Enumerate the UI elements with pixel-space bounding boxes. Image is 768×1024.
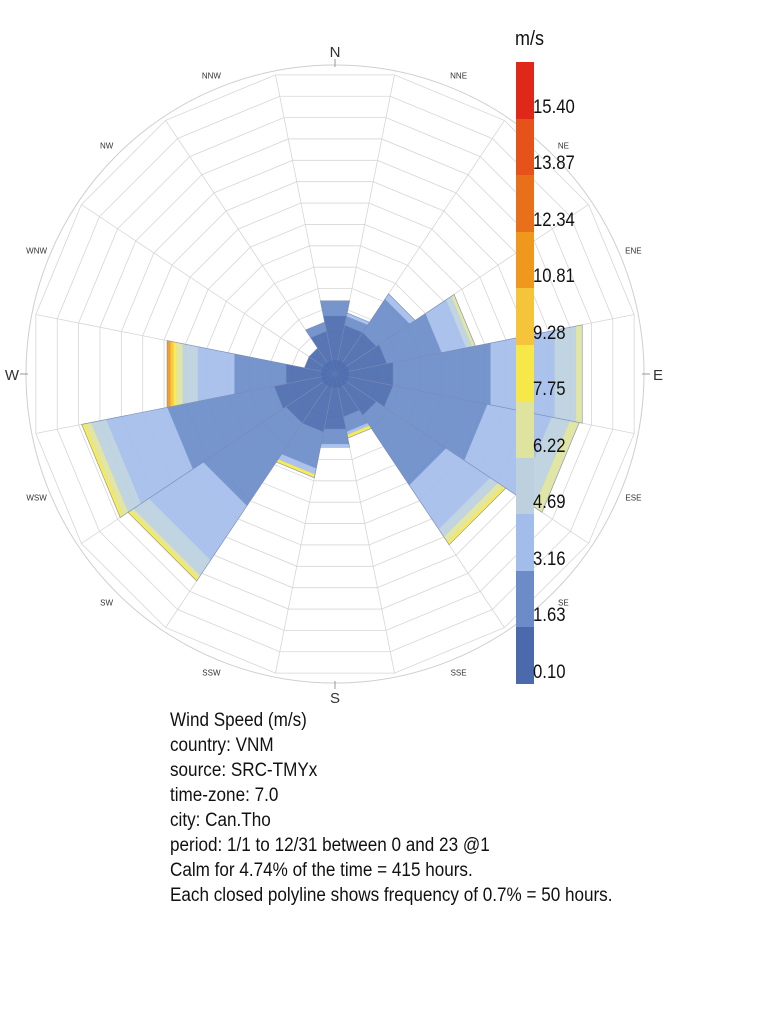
wind-rose-direction-labels: N NNE NE ENE E ESE SE SSE S SSW SW WSW W WNW NW NNW: [5, 44, 663, 707]
direction-label-ne: NE: [558, 142, 569, 151]
legend-swatch: [516, 62, 534, 119]
legend-tick-label: 9.28: [533, 322, 566, 344]
sector-w-outline: [166, 340, 336, 408]
legend-swatch: [516, 570, 534, 628]
info-timezone: time-zone: 7.0: [170, 785, 279, 806]
legend-swatch: [516, 344, 534, 402]
info-period: period: 1/1 to 12/31 between 0 and 23 @1: [170, 835, 490, 856]
sector-n-bin-1: [320, 300, 350, 317]
sector-w-bin-3: [182, 343, 198, 405]
legend-swatch: [516, 288, 534, 345]
legend-swatch: [516, 627, 534, 684]
sector-s-bin-2: [320, 443, 350, 448]
direction-label-ene: ENE: [625, 246, 641, 255]
info-source: source: SRC-TMYx: [170, 760, 318, 781]
legend-swatch: [516, 175, 534, 232]
legend-tick-label: 13.87: [533, 153, 575, 175]
sector-divider: [81, 204, 336, 375]
legend-tick-label: 1.63: [533, 605, 566, 627]
center-hub: [321, 360, 349, 388]
direction-label-wsw: WSW: [26, 494, 47, 503]
sector-w-bin-5: [172, 341, 177, 407]
legend-swatch: [516, 118, 534, 176]
direction-label-wnw: WNW: [26, 246, 47, 255]
direction-label-nw: NW: [100, 142, 114, 151]
info-polyline: Each closed polyline shows frequency of …: [170, 885, 613, 906]
sector-e-bin-4: [575, 324, 583, 424]
legend-tick-label: 6.22: [533, 435, 566, 457]
legend-tick-label: 3.16: [533, 548, 566, 570]
info-country: country: VNM: [170, 735, 274, 756]
direction-label-ese: ESE: [625, 494, 641, 503]
sector-w-bin-6: [169, 340, 174, 408]
legend-tick-label: 12.34: [533, 209, 575, 231]
direction-label-e: E: [653, 367, 663, 384]
sector-w-bin-4: [176, 342, 183, 406]
wind-rose-sectors: [81, 293, 583, 582]
direction-label-se: SE: [558, 598, 569, 607]
legend-tick-label: 7.75: [533, 379, 566, 401]
legend-swatch: [516, 514, 534, 571]
legend-tick-label: 0.10: [533, 662, 566, 683]
legend-swatch: [516, 401, 534, 458]
legend-unit-label: m/s: [515, 28, 544, 50]
sector-nnw-outline: [305, 321, 336, 375]
direction-label-nne: NNE: [450, 72, 467, 81]
legend-swatch: [516, 457, 534, 515]
direction-label-w: W: [5, 367, 20, 384]
direction-label-ssw: SSW: [202, 668, 221, 677]
chart-info-block: Wind Speed (m/s) country: VNM source: SR…: [170, 708, 662, 908]
sector-se-outline: [334, 373, 507, 546]
legend-tick-label: 10.81: [533, 266, 575, 288]
direction-label-s: S: [330, 690, 340, 707]
info-city: city: Can.Tho: [170, 810, 271, 831]
sector-w-bin-2: [197, 346, 235, 402]
sector-w-bin-7: [166, 340, 171, 408]
direction-label-nnw: NNW: [202, 72, 222, 81]
direction-label-n: N: [330, 44, 341, 61]
direction-label-sse: SSE: [451, 668, 467, 677]
legend-color-bar: [516, 62, 534, 684]
legend-tick-label: 4.69: [533, 492, 566, 514]
legend-swatch: [516, 231, 534, 289]
sector-s-bin-1: [320, 428, 350, 445]
info-title: Wind Speed (m/s): [170, 710, 307, 731]
info-calm: Calm for 4.74% of the time = 415 hours.: [170, 860, 473, 881]
direction-label-sw: SW: [100, 598, 113, 607]
legend-tick-label: 15.40: [533, 96, 575, 118]
